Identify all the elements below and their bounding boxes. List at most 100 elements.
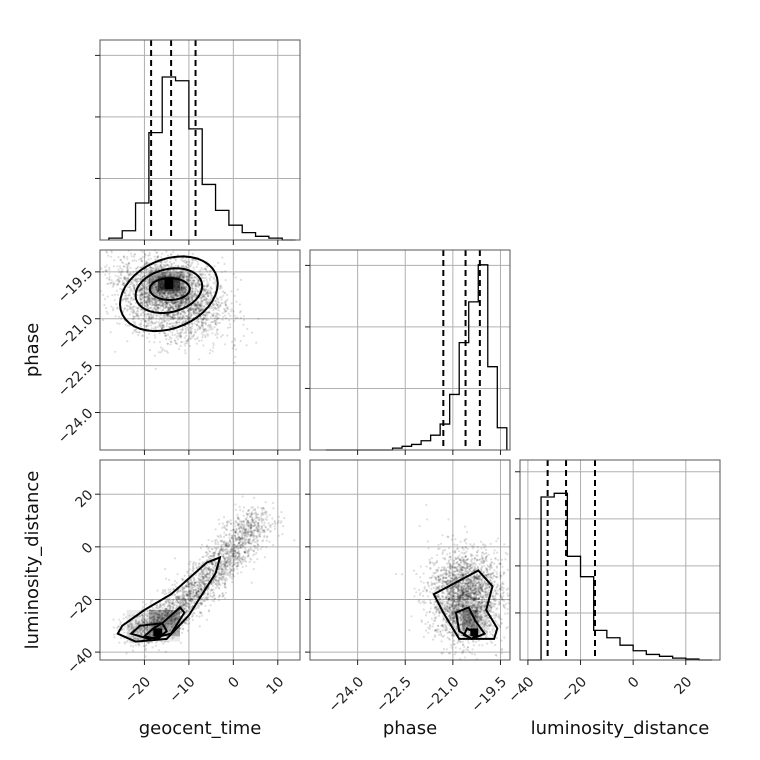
phase-geocent-point <box>189 296 193 299</box>
phase-geocent-point <box>204 297 207 300</box>
phase-geocent-point <box>123 265 126 268</box>
phase-geocent-point <box>186 339 189 342</box>
lumdist-geocent-point <box>268 540 271 543</box>
phase-geocent-point <box>217 298 220 301</box>
phase-geocent-point <box>106 295 109 298</box>
lumdist-geocent-point <box>216 534 219 538</box>
phase-geocent-point <box>199 300 202 303</box>
lumdist-geocent-point <box>173 593 176 596</box>
phase-geocent-point <box>242 323 245 326</box>
phase-geocent-point <box>167 308 170 311</box>
phase-geocent-point <box>233 339 236 342</box>
phase-geocent-point <box>179 301 182 304</box>
phase-geocent-point <box>150 266 153 269</box>
lumdist-geocent-point <box>119 620 122 624</box>
phase-geocent-point <box>196 306 199 309</box>
phase-geocent-point <box>202 288 206 291</box>
phase-geocent-point <box>196 323 199 326</box>
phase-geocent-point <box>154 265 157 268</box>
lumdist-geocent-point <box>191 618 194 622</box>
phase-geocent-point <box>219 285 222 288</box>
phase-geocent-point <box>203 293 206 297</box>
phase-geocent-point <box>180 290 183 293</box>
phase-geocent-point <box>167 290 170 294</box>
phase-geocent-point <box>154 326 158 329</box>
phase-geocent-point <box>129 307 133 310</box>
phase-geocent-point <box>212 277 215 280</box>
phase-geocent-point <box>114 315 117 318</box>
phase-geocent-point <box>186 280 189 283</box>
phase-geocent-point <box>161 308 165 312</box>
phase-geocent-point <box>177 311 180 314</box>
phase-geocent-point <box>186 272 189 275</box>
phase-geocent-point <box>127 293 130 296</box>
lumdist-geocent-point <box>205 618 208 621</box>
phase-geocent-point <box>173 300 176 303</box>
phase-geocent-point <box>203 298 206 301</box>
lumdist-geocent-point <box>141 600 144 604</box>
phase-geocent-point <box>172 307 175 310</box>
phase-geocent-point <box>105 251 109 254</box>
phase-geocent-point <box>140 260 144 263</box>
phase-geocent-point <box>204 321 207 324</box>
phase-geocent-point <box>179 302 182 305</box>
phase-geocent-point <box>155 251 158 254</box>
phase-geocent-point <box>209 348 212 352</box>
phase-geocent-point <box>158 318 161 321</box>
phase-geocent-point <box>119 277 123 280</box>
phase-geocent-point <box>122 299 125 302</box>
phase-geocent-point <box>195 303 198 306</box>
phase-geocent-point <box>201 308 204 311</box>
lumdist-geocent-point <box>273 525 276 528</box>
phase-geocent-point <box>183 287 186 290</box>
phase-geocent-point <box>180 301 183 305</box>
phase-geocent-point <box>239 278 243 281</box>
phase-geocent-point <box>207 288 211 291</box>
phase-geocent-point <box>182 304 185 307</box>
phase-geocent-point <box>206 303 209 306</box>
phase-geocent-point <box>164 304 167 307</box>
phase-geocent-point <box>163 316 166 319</box>
phase-geocent-point <box>213 306 216 309</box>
lumdist-geocent-point <box>248 560 251 564</box>
lumdist-geocent-point <box>220 552 223 556</box>
phase-geocent-point <box>200 324 203 327</box>
lumdist-geocent-point <box>123 625 126 629</box>
phase-geocent-point <box>213 316 217 319</box>
phase-geocent-point <box>134 278 137 282</box>
lumdist-geocent-point <box>221 595 224 598</box>
phase-geocent-point <box>128 307 131 311</box>
phase-geocent-point <box>132 284 135 288</box>
phase-geocent-point <box>142 311 145 315</box>
phase-geocent-point <box>157 307 160 310</box>
phase-geocent-point <box>131 332 134 335</box>
phase-geocent-point <box>161 304 164 307</box>
phase-geocent-point <box>213 303 216 306</box>
phase-geocent-point <box>148 322 151 325</box>
phase-geocent-point <box>116 283 120 286</box>
phase-geocent-point <box>108 278 111 281</box>
phase-geocent-point <box>158 294 161 297</box>
phase-geocent-point <box>145 324 148 327</box>
phase-geocent-point <box>155 306 158 309</box>
lumdist-geocent-point <box>176 601 179 605</box>
phase-geocent-point <box>153 327 156 330</box>
phase-geocent-point <box>221 290 224 293</box>
phase-geocent-point <box>197 306 200 309</box>
phase-geocent-point <box>109 281 112 284</box>
lumdist-geocent-point <box>192 579 196 582</box>
phase-geocent-point <box>208 292 211 295</box>
phase-geocent-point <box>157 267 160 271</box>
phase-geocent-point <box>192 269 195 272</box>
lumdist-geocent-point <box>229 571 232 574</box>
phase-geocent-point <box>147 297 150 300</box>
lumdist-geocent-point <box>224 591 227 595</box>
phase-geocent-point <box>160 295 163 298</box>
phase-geocent-point <box>189 309 192 312</box>
lumdist-geocent-point <box>157 649 160 652</box>
phase-geocent-point <box>221 318 224 321</box>
lumdist-geocent-point <box>266 536 269 539</box>
phase-geocent-point <box>146 278 149 281</box>
phase-geocent-point <box>217 301 221 304</box>
phase-geocent-point <box>188 271 191 274</box>
